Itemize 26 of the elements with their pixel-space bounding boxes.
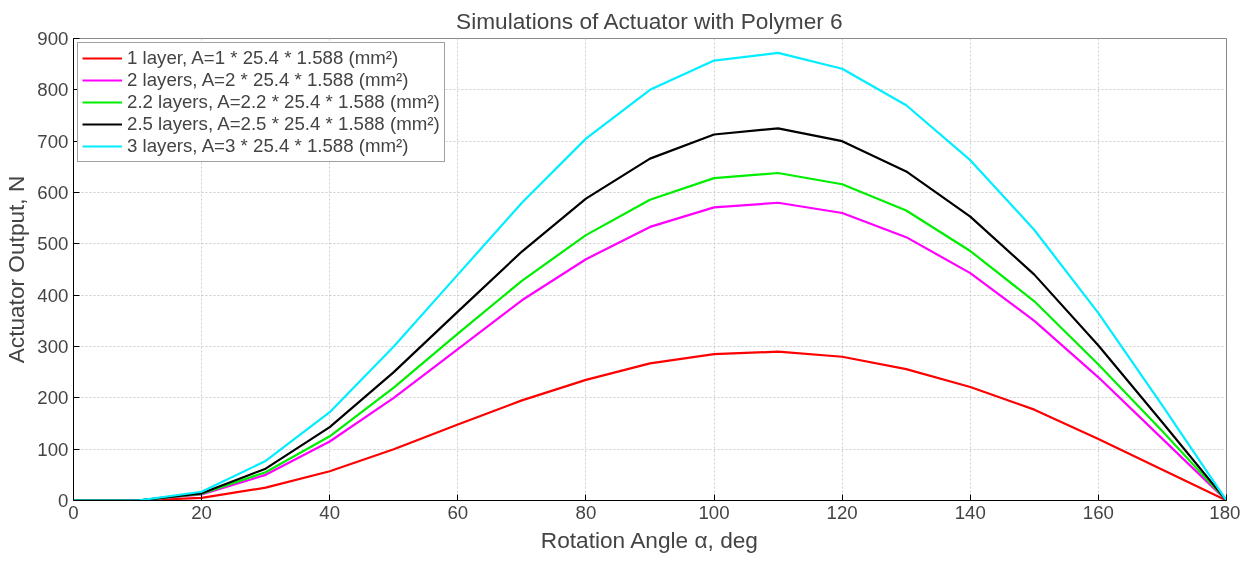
y-tick-label: 600 [37, 182, 69, 203]
x-tick-label: 80 [575, 501, 597, 523]
x-tick-label: 60 [447, 501, 469, 523]
y-tick-label: 100 [37, 438, 69, 460]
y-axis-title: Actuator Output, N [3, 175, 30, 364]
legend-label: 2.5 layers, A=2.5 * 25.4 * 1.588 (mm²) [127, 113, 440, 135]
chart-title: Simulations of Actuator with Polymer 6 [456, 7, 843, 34]
y-tick-label: 200 [37, 387, 69, 409]
y-tick-label: 500 [37, 233, 69, 255]
x-tick-label: 120 [826, 501, 858, 523]
legend-label: 2 layers, A=2 * 25.4 * 1.588 (mm²) [127, 69, 409, 91]
y-tick-label: 300 [37, 336, 69, 357]
y-tick-label: 900 [37, 28, 69, 49]
x-tick-label: 20 [191, 501, 212, 523]
y-tick-label: 700 [37, 130, 69, 152]
legend-label: 3 layers, A=3 * 25.4 * 1.588 (mm²) [127, 135, 409, 157]
x-axis-title: Rotation Angle α, deg [540, 526, 758, 553]
x-tick-label: 140 [954, 501, 986, 523]
x-tick-label: 180 [1209, 501, 1241, 523]
y-tick-label: 800 [37, 79, 69, 101]
x-tick-label: 40 [319, 501, 341, 523]
x-tick-label: 160 [1082, 501, 1114, 523]
y-tick-label: 400 [37, 284, 69, 306]
x-tick-label: 100 [698, 501, 730, 523]
legend-label: 2.2 layers, A=2.2 * 25.4 * 1.588 (mm²) [127, 91, 440, 113]
legend-label: 1 layer, A=1 * 25.4 * 1.588 (mm²) [127, 47, 399, 69]
